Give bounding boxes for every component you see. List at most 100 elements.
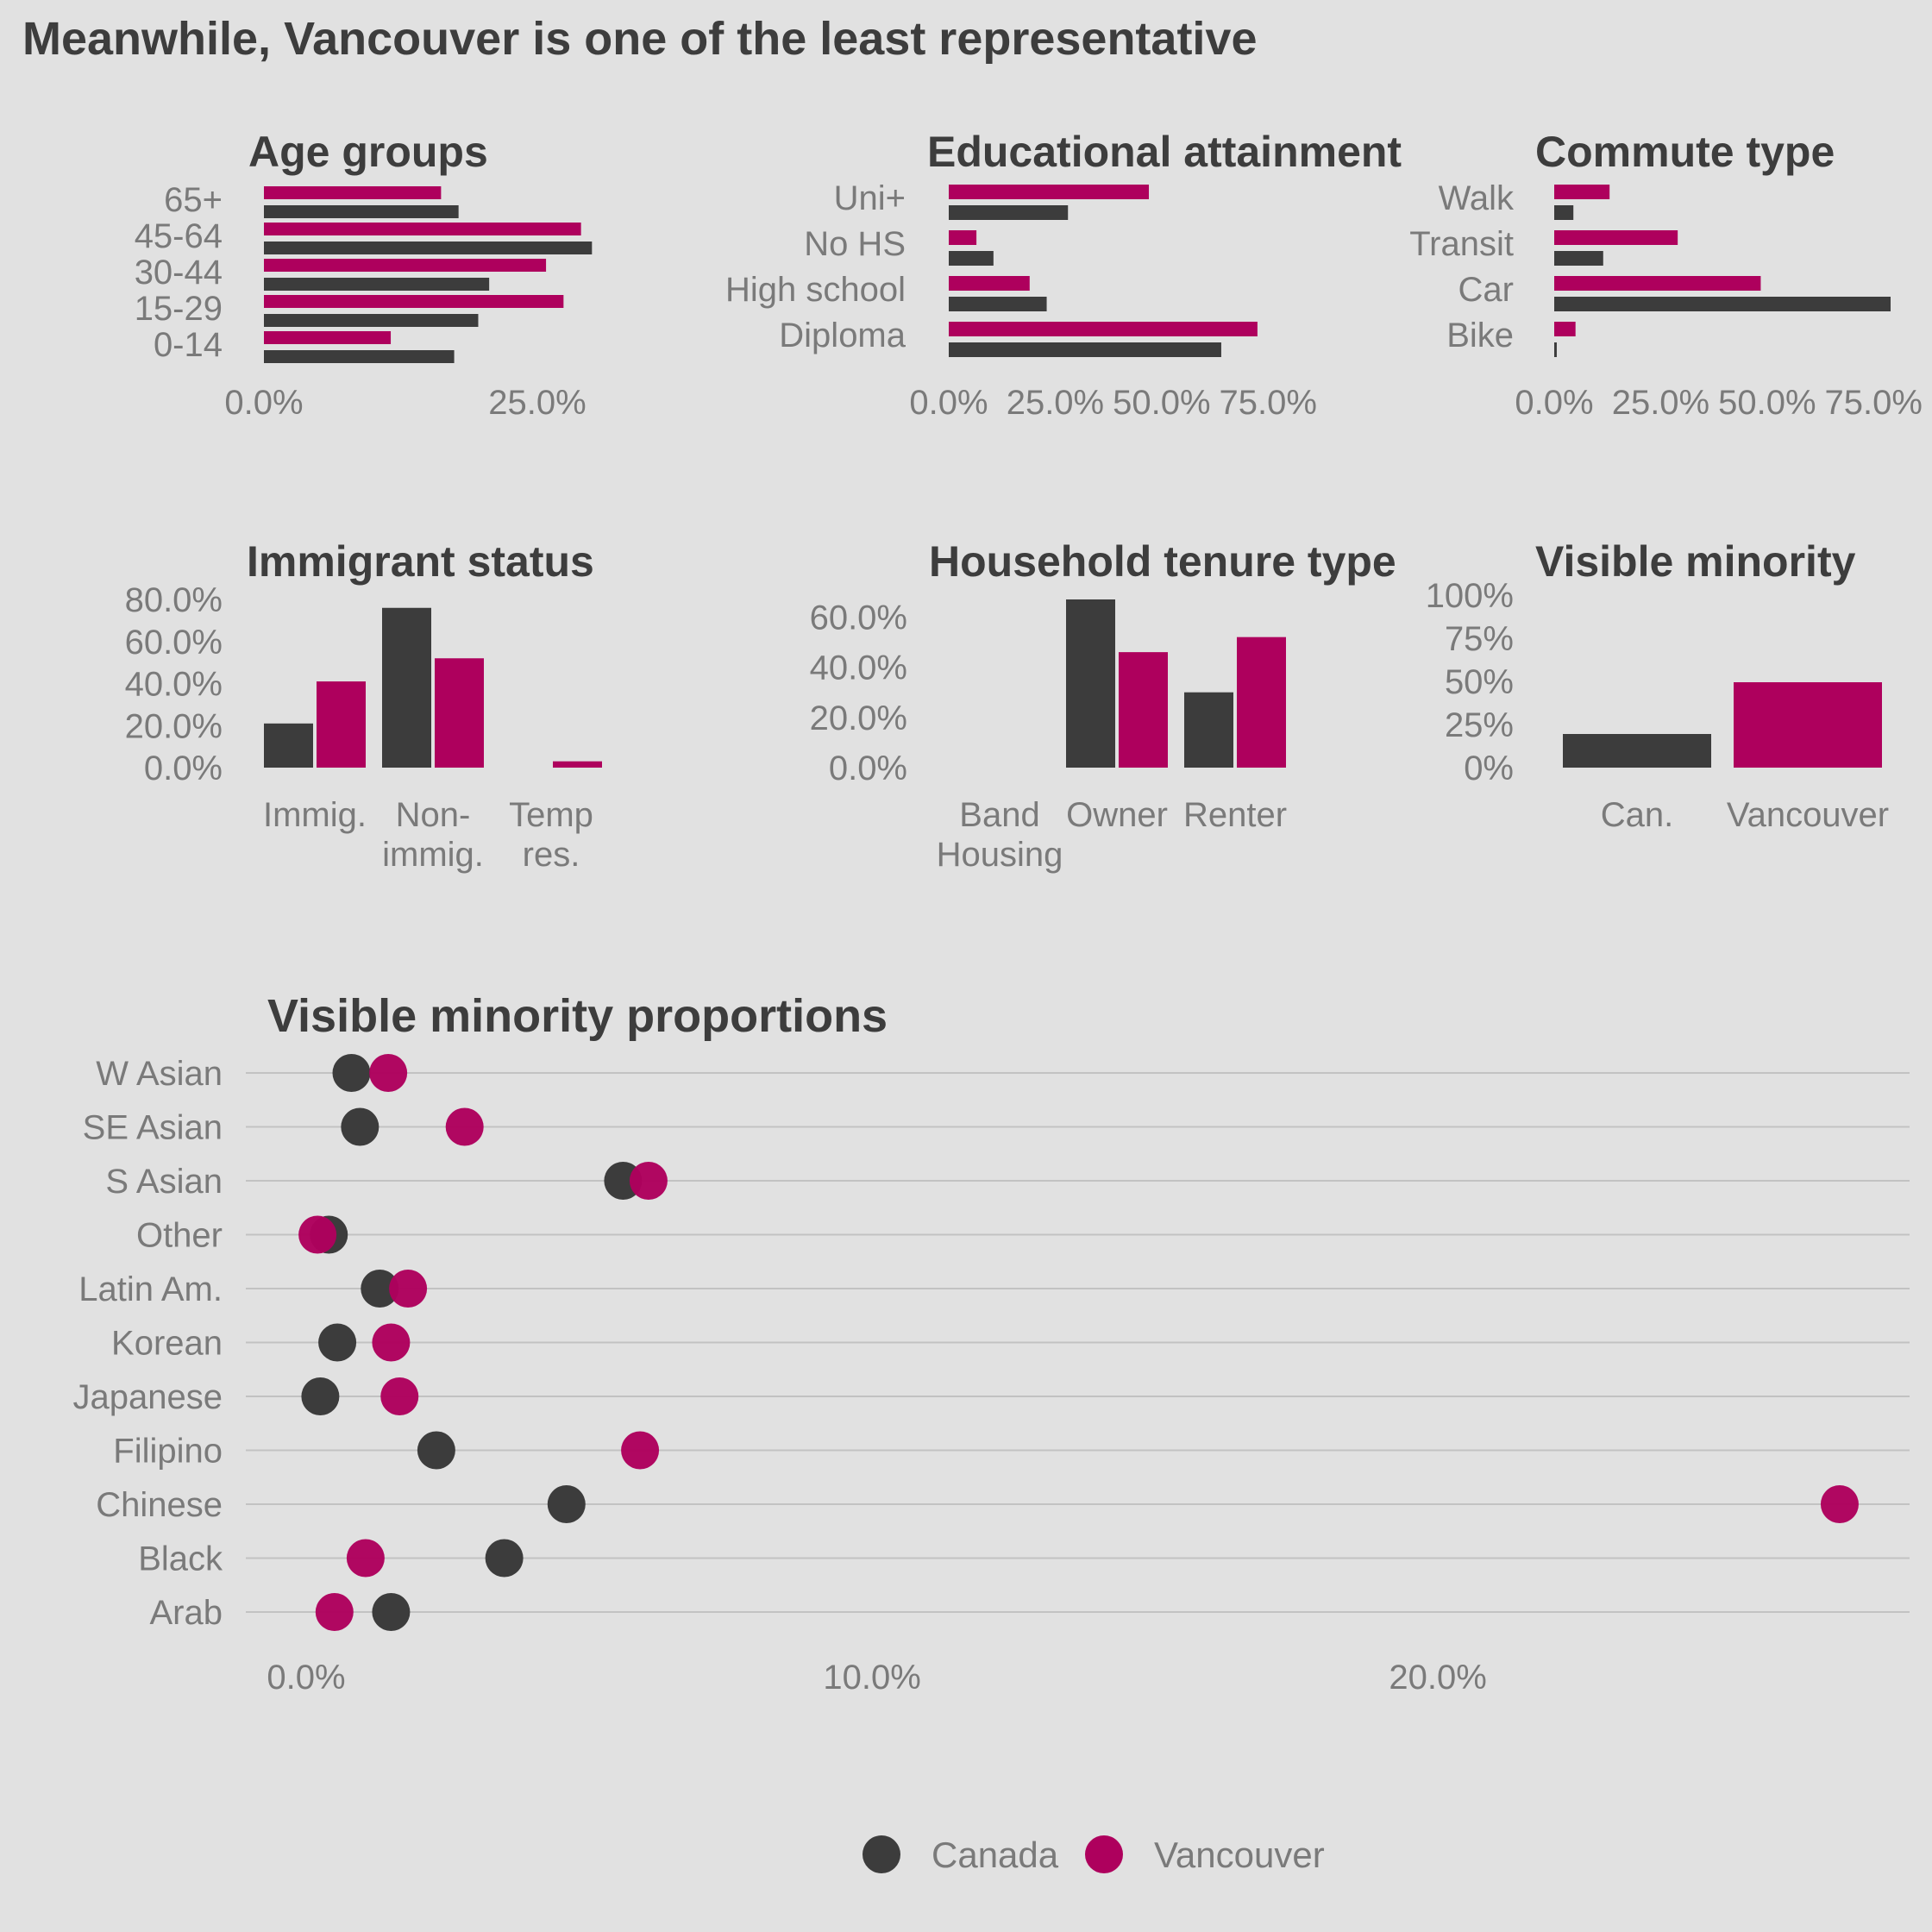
tenure-y-tick: 40.0% <box>810 649 907 687</box>
edu-bar-canada <box>949 205 1069 220</box>
commute-x-tick: 0.0% <box>1515 384 1593 422</box>
props-category-label: Chinese <box>96 1486 223 1524</box>
props-point-vancouver <box>380 1377 419 1415</box>
props-point-vancouver <box>372 1323 411 1362</box>
props-category-label: S Asian <box>105 1163 223 1201</box>
age-x-tick: 25.0% <box>488 384 586 422</box>
tenure-bar-vancouver <box>1119 652 1168 768</box>
edu-bar-canada <box>949 251 994 266</box>
tenure-chart: Household tenure type 0.0% 20.0% 40.0% 60.0%… <box>810 537 1396 874</box>
age-bar-vancouver <box>264 295 564 308</box>
vismin-y-tick: 75% <box>1445 620 1514 658</box>
age-bar-canada <box>264 278 490 291</box>
age-bar-vancouver <box>264 223 581 235</box>
age-x-tick: 0.0% <box>224 384 303 422</box>
commute-category-label: Transit <box>1409 225 1514 263</box>
tenure-bar-canada <box>1184 692 1233 768</box>
age-bar-canada <box>264 242 593 254</box>
vismin-category-label: Can. <box>1601 796 1674 834</box>
immig-category-label: Temp res. <box>509 796 593 874</box>
props-category-label: Arab <box>150 1594 223 1632</box>
props-point-vancouver <box>621 1431 660 1470</box>
props-point-vancouver <box>445 1107 484 1146</box>
age-bar-canada <box>264 205 459 218</box>
legend-marker-canada <box>862 1835 900 1873</box>
age-category-label: 30-44 <box>135 254 223 292</box>
commute-bar-vancouver <box>1554 185 1610 199</box>
age-bar-canada <box>264 314 479 327</box>
commute-bar-canada <box>1554 297 1891 311</box>
props-point-vancouver <box>389 1270 428 1308</box>
props-category-label: Korean <box>111 1325 223 1363</box>
immig-y-tick: 80.0% <box>125 581 223 619</box>
immig-bar-vancouver <box>317 681 366 768</box>
props-category-label: Other <box>136 1217 223 1255</box>
edu-x-tick: 0.0% <box>909 384 988 422</box>
legend-marker-vancouver <box>1085 1835 1123 1873</box>
props-point-canada <box>341 1107 380 1146</box>
props-category-label: Filipino <box>113 1433 223 1471</box>
props-point-vancouver <box>346 1539 385 1578</box>
props-point-vancouver <box>369 1054 408 1092</box>
commute-bar-canada <box>1554 342 1557 357</box>
edu-bar-canada <box>949 297 1047 311</box>
edu-category-label: High school <box>725 271 906 309</box>
immig-y-tick: 0.0% <box>144 750 223 787</box>
props-chart: Visible minority proportions W Asian SE As… <box>73 990 1910 1697</box>
commute-x-tick: 25.0% <box>1612 384 1709 422</box>
vismin-chart: Visible minority 0% 25% 50% 75% 100% Can. Vanco… <box>1426 537 1889 834</box>
immig-y-tick: 40.0% <box>125 666 223 704</box>
commute-category-label: Car <box>1458 271 1514 309</box>
edu-x-tick: 75.0% <box>1220 384 1317 422</box>
vismin-y-tick: 100% <box>1426 577 1514 615</box>
edu-bar-vancouver <box>949 322 1258 336</box>
props-point-canada <box>372 1593 411 1631</box>
commute-bar-vancouver <box>1554 230 1678 245</box>
props-point-vancouver <box>629 1162 668 1200</box>
props-category-label: Black <box>138 1540 223 1578</box>
props-point-canada <box>301 1377 340 1415</box>
props-category-label: SE Asian <box>83 1109 223 1147</box>
tenure-bar-vancouver <box>1237 637 1286 768</box>
edu-category-label: No HS <box>804 225 906 263</box>
props-point-canada <box>361 1270 399 1308</box>
props-point-canada <box>485 1539 524 1578</box>
commute-category-label: Bike <box>1446 317 1514 354</box>
commute-bar-vancouver <box>1554 322 1576 336</box>
edu-x-tick: 50.0% <box>1113 384 1210 422</box>
legend: Canada Vancouver <box>862 1835 1325 1875</box>
props-point-vancouver <box>1820 1485 1859 1523</box>
tenure-y-tick: 60.0% <box>810 599 907 637</box>
immig-y-tick: 60.0% <box>125 624 223 662</box>
immig-bar-vancouver <box>435 658 484 768</box>
tenure-category-label: Owner <box>1066 796 1168 834</box>
commute-title: Commute type <box>1535 128 1835 176</box>
edu-category-label: Uni+ <box>834 179 906 217</box>
vismin-category-label: Vancouver <box>1727 796 1889 834</box>
props-point-canada <box>332 1054 371 1092</box>
vismin-y-tick: 0% <box>1464 750 1514 787</box>
commute-bar-vancouver <box>1554 276 1761 291</box>
edu-title: Educational attainment <box>927 128 1402 176</box>
immig-title: Immigrant status <box>247 537 594 586</box>
age-bar-vancouver <box>264 259 547 272</box>
immig-category-label: Non-immig. <box>382 796 484 874</box>
props-x-tick: 0.0% <box>267 1659 345 1697</box>
age-bar-vancouver <box>264 186 442 199</box>
legend-label-vancouver: Vancouver <box>1154 1835 1325 1875</box>
age-category-label: 45-64 <box>135 217 223 255</box>
edu-x-tick: 25.0% <box>1007 384 1104 422</box>
edu-bar-canada <box>949 342 1221 357</box>
commute-x-tick: 75.0% <box>1825 384 1923 422</box>
props-category-label: W Asian <box>96 1055 223 1093</box>
tenure-bar-canada <box>1066 599 1115 768</box>
vismin-y-tick: 25% <box>1445 706 1514 744</box>
immig-bar-vancouver <box>553 761 602 768</box>
age-bar-vancouver <box>264 331 392 344</box>
immig-category-label: Immig. <box>263 796 367 834</box>
props-point-vancouver <box>315 1593 354 1631</box>
props-category-label: Latin Am. <box>78 1270 223 1308</box>
vismin-bar-canada <box>1563 734 1711 768</box>
